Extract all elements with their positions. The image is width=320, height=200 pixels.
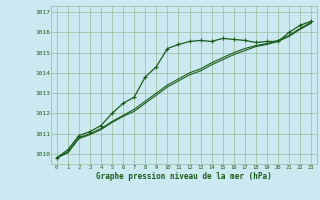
X-axis label: Graphe pression niveau de la mer (hPa): Graphe pression niveau de la mer (hPa) [96, 172, 272, 181]
